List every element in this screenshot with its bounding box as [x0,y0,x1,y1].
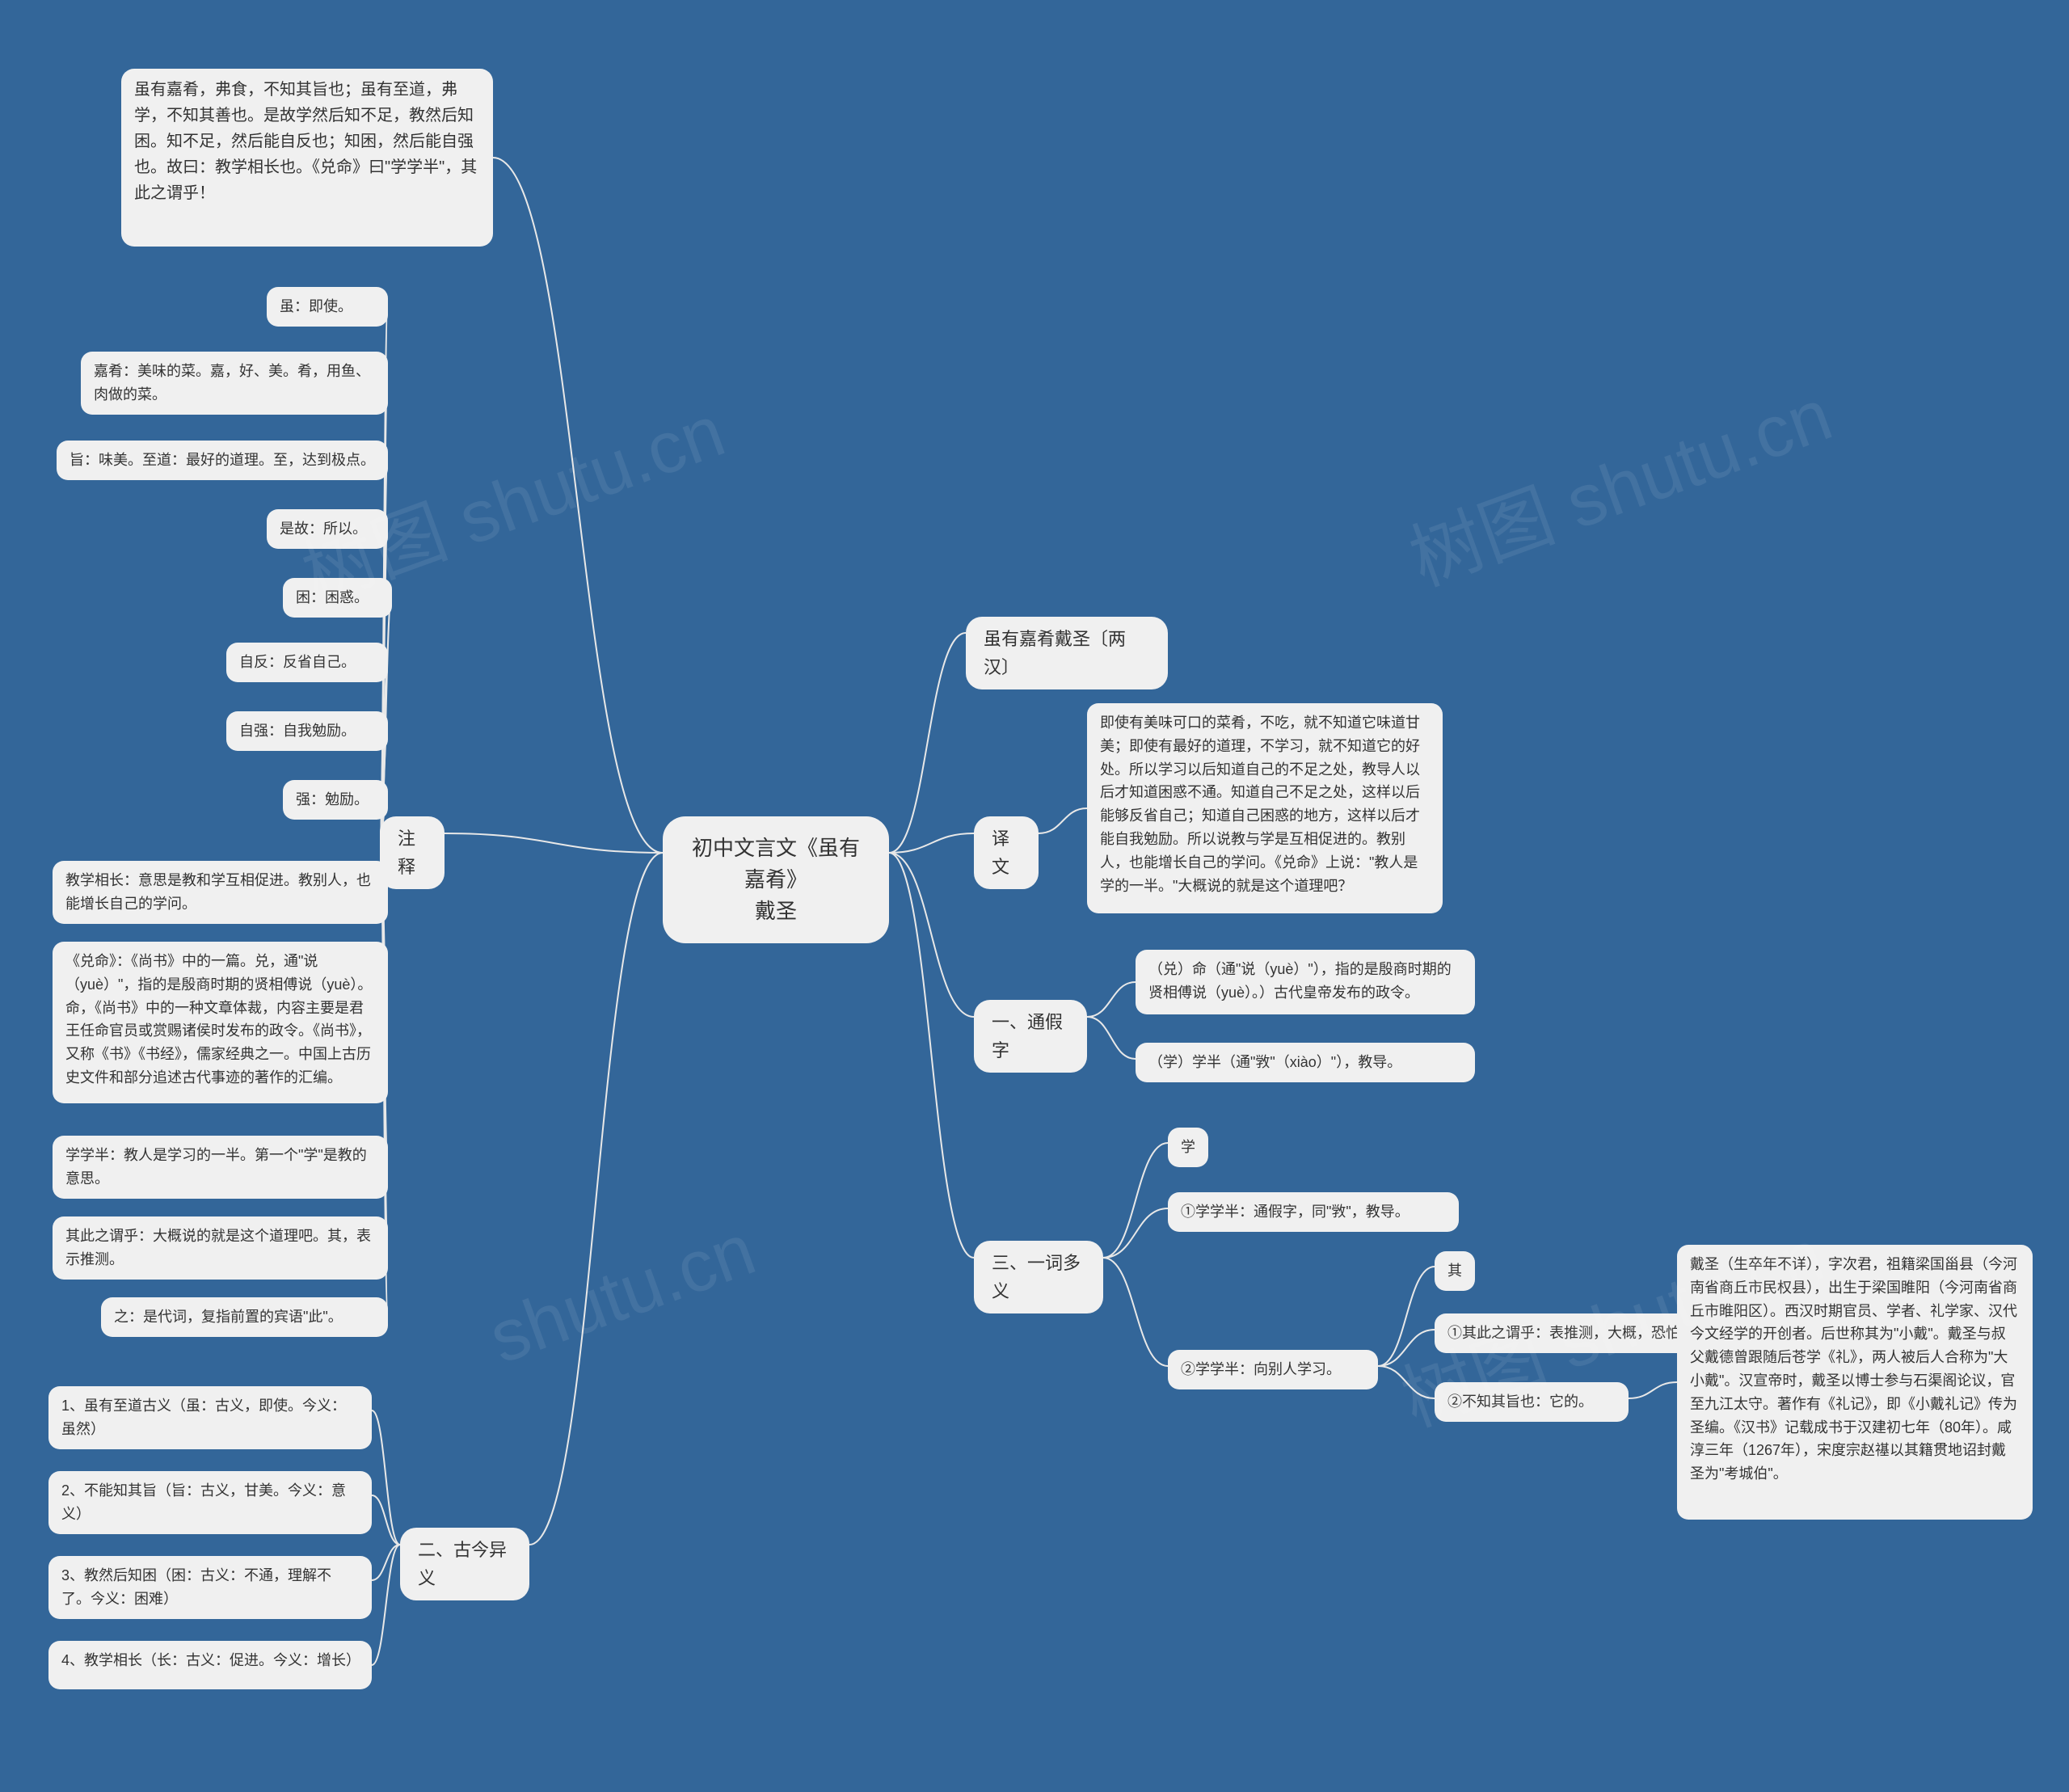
watermark: shutu.cn [479,1208,766,1381]
edge [1087,982,1136,1017]
node-z4: 是故：所以。 [267,509,388,549]
edge [1378,1366,1435,1398]
node-xue: 学 [1168,1128,1208,1167]
node-qi: 其 [1435,1251,1475,1291]
node-z10: 《兑命》：《尚书》中的一篇。兑，通"说（yuè）"，指的是殷商时期的贤相傅说（y… [53,942,388,1103]
node-z6: 自反：反省自己。 [226,643,388,682]
node-z9: 教学相长：意思是教和学互相促进。教别人，也能增长自己的学问。 [53,861,388,924]
node-z12: 其此之谓乎：大概说的就是这个道理吧。其，表示推测。 [53,1216,388,1280]
node-q2: ②不知其旨也：它的。 [1435,1382,1629,1422]
edge [889,853,974,1017]
node-yiwenTxt: 即使有美味可口的菜肴，不吃，就不知道它味道甘美；即使有最好的道理，不学习，就不知… [1087,703,1443,913]
edge [1378,1267,1435,1366]
watermark: 树图 shutu.cn [1393,356,1844,606]
node-g4: 4、教学相长（长：古义：促进。今义：增长） [48,1641,372,1689]
node-y1: ①学学半：通假字，同"敩"，教导。 [1168,1192,1459,1232]
edge [493,158,663,853]
edge [1103,1143,1168,1258]
edge [889,833,974,853]
node-gujin: 二、古今异义 [400,1528,529,1600]
node-z7: 自强：自我勉励。 [226,711,388,751]
edge [889,633,966,853]
edge [372,1545,400,1580]
node-z3: 旨：味美。至道：最好的道理。至，达到极点。 [57,441,388,480]
edge [529,853,663,1545]
node-zhushi: 注释 [380,816,445,889]
edge [445,833,663,853]
node-t1: （兑）命（通"说（yuè）"），指的是殷商时期的贤相傅说（yuè）。）古代皇帝发… [1136,950,1475,1014]
node-center: 初中文言文《虽有嘉肴》戴圣 [663,816,889,943]
node-g1: 1、虽有至道古义（虽：古义，即使。今义：虽然） [48,1386,372,1449]
node-z13: 之：是代词，复指前置的宾语"此"。 [101,1297,388,1337]
node-z8: 强：勉励。 [283,780,388,820]
node-y2: ②学学半：向别人学习。 [1168,1350,1378,1389]
node-z1: 虽：即使。 [267,287,388,327]
node-t2: （学）学半（通"敩"（xiào）"），教导。 [1136,1043,1475,1082]
edge [1103,1258,1168,1366]
node-bio: 戴圣（生卒年不详），字次君，祖籍梁国甾县（今河南省商丘市民权县），出生于梁国睢阳… [1677,1245,2033,1520]
edge [372,1410,400,1545]
edge [889,853,974,1258]
node-yiwen: 译文 [974,816,1039,889]
edge [1087,1017,1136,1059]
edge [372,1495,400,1545]
node-z2: 嘉肴：美味的菜。嘉，好、美。肴，用鱼、肉做的菜。 [81,352,388,415]
node-g2: 2、不能知其旨（旨：古义，甘美。今义：意义） [48,1471,372,1534]
node-z5: 困：困惑。 [283,578,392,618]
node-author: 虽有嘉肴戴圣〔两汉〕 [966,617,1168,689]
node-yici: 三、一词多义 [974,1241,1103,1313]
node-z11: 学学半：教人是学习的一半。第一个"学"是教的意思。 [53,1136,388,1199]
edge [372,1545,400,1665]
edge [1103,1208,1168,1258]
node-g3: 3、教然后知困（困：古义：不通，理解不了。今义：困难） [48,1556,372,1619]
node-tongjia: 一、通假字 [974,1000,1087,1073]
edge [1378,1330,1435,1366]
node-origText: 虽有嘉肴，弗食，不知其旨也；虽有至道，弗学，不知其善也。是故学然后知不足，教然后… [121,69,493,247]
edge [1629,1382,1677,1398]
edge [1039,808,1087,833]
